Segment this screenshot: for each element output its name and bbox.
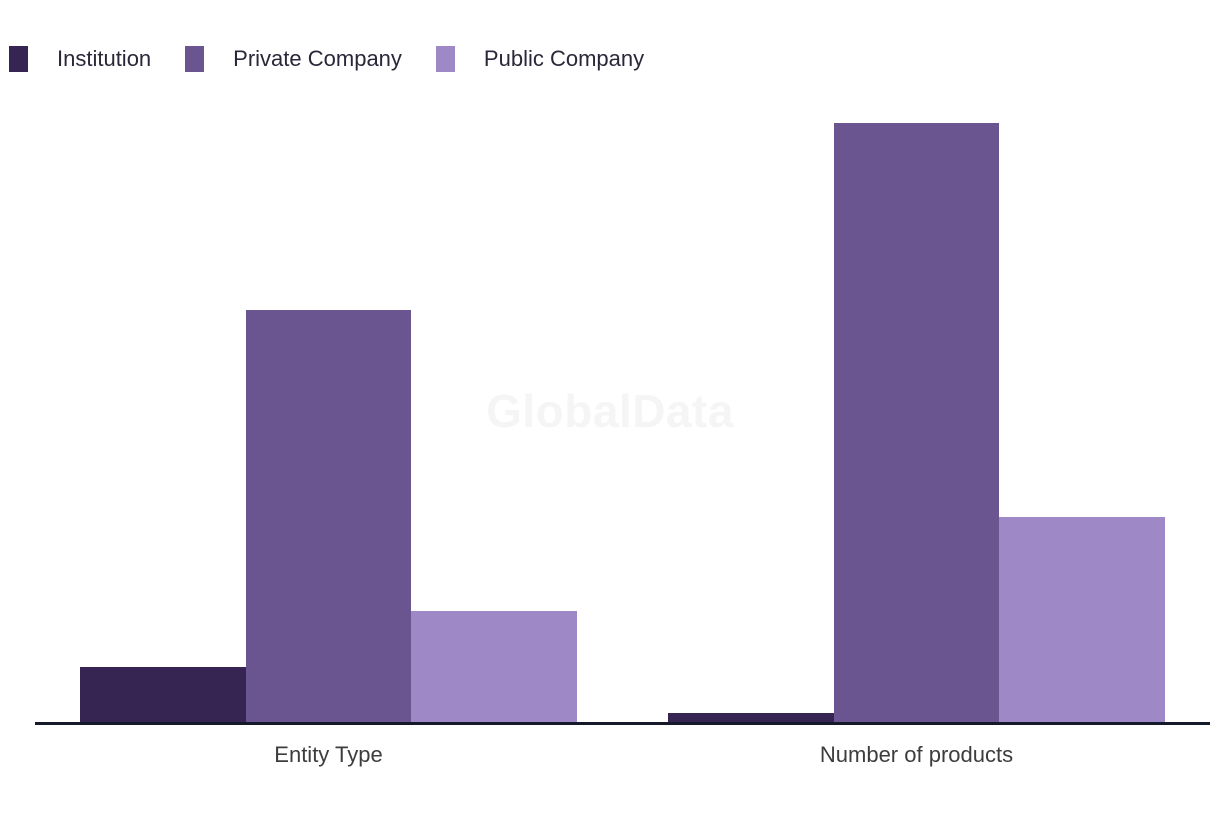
bar-public-company-number-of-products[interactable]	[999, 517, 1165, 722]
legend-item-label: Public Company	[483, 46, 645, 71]
legend-item-institution[interactable]: Institution	[9, 46, 151, 72]
bar-institution-number-of-products[interactable]	[668, 713, 834, 722]
bar-private-company-number-of-products[interactable]	[833, 123, 1000, 722]
legend-swatch-icon	[435, 46, 455, 72]
legend-swatch-icon	[185, 46, 205, 72]
legend-item-public-company[interactable]: Public Company	[435, 46, 645, 72]
legend-swatch-icon	[9, 46, 28, 72]
x-axis-label-number-of-products: Number of products	[819, 742, 1014, 767]
bar-private-company-entity-type[interactable]	[245, 310, 412, 722]
bar-institution-entity-type[interactable]	[80, 667, 246, 722]
legend-item-label: Private Company	[233, 46, 402, 71]
legend: Institution Private Company Public Company	[9, 46, 644, 72]
legend-item-private-company[interactable]: Private Company	[185, 46, 402, 72]
x-axis-line	[35, 722, 1210, 725]
legend-item-label: Institution	[57, 46, 152, 71]
x-axis-label-entity-type: Entity Type	[274, 742, 383, 767]
bar-public-company-entity-type[interactable]	[411, 611, 577, 722]
